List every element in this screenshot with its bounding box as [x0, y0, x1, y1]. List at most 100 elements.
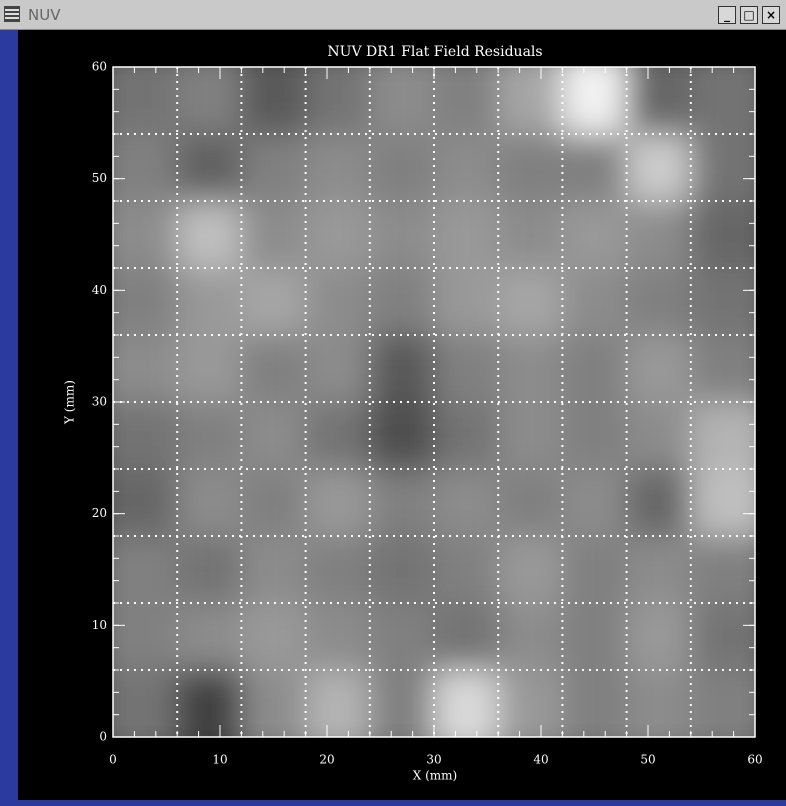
y-tick-label: 50 — [92, 171, 107, 185]
heatmap-cell — [370, 670, 435, 758]
heatmap-cell — [177, 268, 242, 336]
y-tick-label: 0 — [99, 730, 107, 744]
x-tick-label: 40 — [533, 753, 548, 767]
heatmap-cell — [691, 335, 776, 403]
heatmap-cell — [562, 670, 627, 758]
heatmap-cell — [562, 47, 627, 135]
heatmap-cell — [93, 201, 178, 269]
window-menu-button[interactable] — [4, 6, 20, 22]
x-tick-label: 60 — [747, 753, 762, 767]
heatmap-cell — [562, 134, 627, 202]
heatmap-cell — [434, 670, 499, 758]
heatmap-cell — [691, 603, 776, 671]
heatmap-cell — [306, 469, 371, 537]
heatmap-cell — [306, 603, 371, 671]
heatmap-cell — [177, 536, 242, 604]
heatmap-cell — [562, 201, 627, 269]
minimize-button[interactable]: _ — [718, 6, 736, 24]
heatmap-cell — [241, 335, 306, 403]
y-tick-label: 10 — [92, 618, 107, 632]
heatmap-cell — [691, 402, 776, 470]
heatmap-cell — [306, 402, 371, 470]
heatmap-cell — [691, 670, 776, 758]
heatmap-cell — [691, 268, 776, 336]
heatmap-cell — [241, 402, 306, 470]
heatmap-cell — [627, 469, 692, 537]
heatmap-cell — [241, 670, 306, 758]
heatmap-cell — [498, 268, 563, 336]
heatmap-cell — [177, 402, 242, 470]
window-title: NUV — [28, 6, 60, 24]
y-axis-label: Y (mm) — [63, 380, 77, 425]
heatmap-cell — [241, 469, 306, 537]
y-tick-label: 20 — [92, 506, 107, 520]
heatmap-cell — [691, 536, 776, 604]
heatmap-cell — [370, 134, 435, 202]
heatmap-cell — [434, 603, 499, 671]
y-tick-label: 60 — [92, 60, 107, 74]
heatmap-cell — [691, 47, 776, 135]
heatmap-cell — [370, 603, 435, 671]
heatmap-cell — [627, 536, 692, 604]
heatmap-cell — [177, 335, 242, 403]
heatmap-cell — [434, 402, 499, 470]
heatmap-cell — [177, 47, 242, 135]
heatmap-cell — [627, 670, 692, 758]
heatmap-cell — [498, 47, 563, 135]
heatmap-cell — [370, 268, 435, 336]
heatmap-cell — [562, 268, 627, 336]
window: NUV _ □ × NUV DR1 Flat Field Residuals X… — [0, 0, 786, 806]
heatmap-cell — [177, 201, 242, 269]
heatmap-cell — [306, 335, 371, 403]
heatmap-cell — [370, 47, 435, 135]
heatmap-cell — [241, 536, 306, 604]
x-tick-label: 20 — [319, 753, 334, 767]
heatmap-cell — [498, 134, 563, 202]
heatmap-cell — [434, 47, 499, 135]
heatmap-cell — [306, 536, 371, 604]
maximize-button[interactable]: □ — [740, 6, 758, 24]
heatmap-cell — [177, 670, 242, 758]
heatmap-cell — [498, 670, 563, 758]
heatmap-cell — [434, 469, 499, 537]
heatmap-cell — [306, 201, 371, 269]
plot-window: NUV DR1 Flat Field Residuals X (mm) Y (m… — [18, 30, 786, 800]
heatmap-cell — [434, 268, 499, 336]
heatmap-cell — [93, 268, 178, 336]
chart: NUV DR1 Flat Field Residuals X (mm) Y (m… — [18, 30, 786, 800]
heatmap-cell — [370, 536, 435, 604]
heatmap-cell — [306, 134, 371, 202]
heatmap-cell — [562, 402, 627, 470]
heatmap-cell — [691, 134, 776, 202]
x-tick-label: 10 — [212, 753, 227, 767]
heatmap-cell — [370, 335, 435, 403]
heatmap-cell — [627, 47, 692, 135]
y-tick-label: 30 — [92, 395, 107, 409]
heatmap-cell — [691, 201, 776, 269]
heatmap-cell — [627, 402, 692, 470]
heatmap-cell — [627, 603, 692, 671]
heatmap-cell — [93, 670, 178, 758]
x-tick-label: 50 — [640, 753, 655, 767]
heatmap-cell — [627, 335, 692, 403]
heatmap-cell — [498, 469, 563, 537]
heatmap-cell — [93, 536, 178, 604]
heatmap-cell — [434, 134, 499, 202]
heatmap-cell — [93, 134, 178, 202]
heatmap-cell — [498, 536, 563, 604]
heatmap-cell — [562, 335, 627, 403]
heatmap-cell — [562, 536, 627, 604]
heatmap-cell — [562, 603, 627, 671]
heatmap-cell — [306, 670, 371, 758]
heatmap-cell — [498, 335, 563, 403]
heatmap-cell — [370, 201, 435, 269]
heatmap-cell — [627, 134, 692, 202]
heatmap-cell — [241, 201, 306, 269]
heatmap-cell — [434, 536, 499, 604]
chart-title: NUV DR1 Flat Field Residuals — [327, 44, 542, 60]
heatmap-cell — [177, 134, 242, 202]
heatmap-cell — [498, 402, 563, 470]
close-button[interactable]: × — [762, 6, 780, 24]
heatmap-cell — [498, 603, 563, 671]
y-tick-label: 40 — [92, 283, 107, 297]
